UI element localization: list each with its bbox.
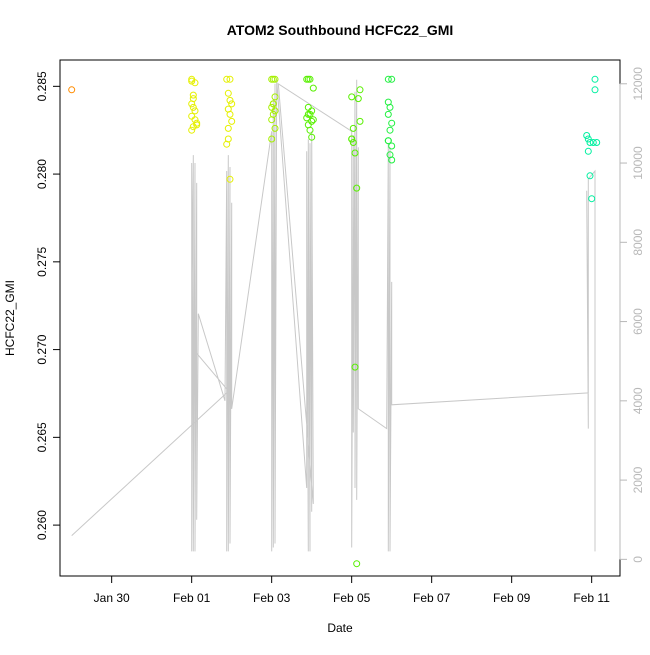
data-point [306, 75, 314, 83]
y-tick-label: 0.265 [35, 422, 49, 452]
data-point [309, 116, 317, 124]
x-axis-label: Date [327, 621, 353, 635]
data-point [226, 110, 234, 118]
data-point [384, 110, 392, 118]
data-point [223, 75, 231, 83]
right-y-tick-label: 6000 [631, 308, 645, 335]
data-point [271, 124, 279, 132]
data-point [386, 126, 394, 134]
right-y-tick-label: 4000 [631, 387, 645, 414]
y-tick-label: 0.275 [35, 246, 49, 276]
data-point [226, 75, 234, 83]
data-point [388, 75, 396, 83]
data-point [308, 133, 316, 141]
altitude-line-layer [71, 79, 596, 552]
right-y-tick-label: 0 [631, 556, 645, 563]
altitude-line [71, 79, 596, 552]
y-tick-label: 0.280 [35, 159, 49, 189]
data-point [384, 137, 392, 145]
y-tick-label: 0.285 [35, 71, 49, 101]
x-tick-label: Feb 01 [173, 591, 211, 605]
data-point [593, 139, 601, 146]
data-point [353, 560, 361, 568]
x-tick-label: Feb 05 [333, 591, 371, 605]
data-point [306, 126, 314, 134]
y-tick-label: 0.260 [35, 510, 49, 540]
data-point [583, 132, 591, 139]
data-point [309, 84, 317, 92]
data-point [588, 195, 596, 203]
data-point [68, 86, 76, 94]
data-point [349, 139, 357, 146]
data-point [304, 110, 312, 118]
data-point [269, 100, 277, 108]
data-point [348, 135, 356, 143]
data-point [226, 96, 234, 104]
x-axis: Jan 30 Feb 01 Feb 03 Feb 05 Feb 07 Feb 09 Feb … [94, 575, 610, 605]
data-point [188, 100, 196, 108]
data-point [584, 147, 592, 155]
data-points-layer [68, 75, 601, 568]
data-point [188, 126, 196, 134]
data-point [271, 107, 279, 115]
data-point [388, 156, 396, 164]
data-point [193, 121, 201, 129]
data-point [271, 93, 279, 101]
data-point [356, 117, 364, 125]
data-point [223, 140, 231, 148]
data-point [386, 103, 394, 111]
data-point [348, 93, 356, 101]
right-y-tick-label: 8000 [631, 229, 645, 256]
data-point [351, 149, 359, 157]
x-tick-label: Feb 07 [413, 591, 451, 605]
data-point [591, 75, 599, 83]
data-point [388, 142, 396, 150]
data-point [589, 139, 597, 146]
x-tick-label: Feb 11 [573, 591, 610, 605]
x-tick-label: Jan 30 [94, 591, 130, 605]
x-tick-label: Feb 03 [253, 591, 291, 605]
x-tick-label: Feb 09 [493, 591, 531, 605]
data-point [353, 184, 361, 192]
data-point [591, 86, 599, 94]
data-point [189, 91, 197, 99]
data-point [189, 103, 197, 111]
y-tick-label: 0.270 [35, 334, 49, 364]
data-point [191, 79, 199, 87]
data-point [268, 135, 276, 143]
data-point [351, 363, 359, 371]
right-y-tick-label: 2000 [631, 466, 645, 493]
data-point [354, 95, 362, 103]
right-y-tick-label: 10000 [631, 146, 645, 180]
data-point [224, 89, 232, 97]
data-point [356, 86, 364, 94]
data-point [228, 100, 236, 108]
data-point [384, 75, 392, 83]
data-point [388, 119, 396, 127]
y-axis-label: HCFC22_GMI [3, 280, 17, 356]
y-axis: 0.260 0.265 0.270 0.275 0.280 0.285 [35, 71, 61, 540]
data-point [226, 175, 234, 183]
data-point [303, 114, 311, 122]
data-point [228, 117, 236, 125]
chart-title: ATOM2 Southbound HCFC22_GMI [227, 22, 454, 38]
data-point [271, 75, 279, 83]
data-point [188, 77, 196, 85]
data-point [584, 135, 592, 143]
data-point [586, 172, 594, 180]
right-y-tick-label: 12000 [631, 67, 645, 101]
right-y-axis: 0 2000 4000 6000 8000 10000 12000 [619, 67, 645, 563]
data-point [191, 107, 199, 115]
data-point [268, 116, 276, 124]
data-point [189, 123, 197, 131]
data-point [349, 124, 357, 132]
data-point [224, 124, 232, 132]
data-point [586, 139, 594, 146]
